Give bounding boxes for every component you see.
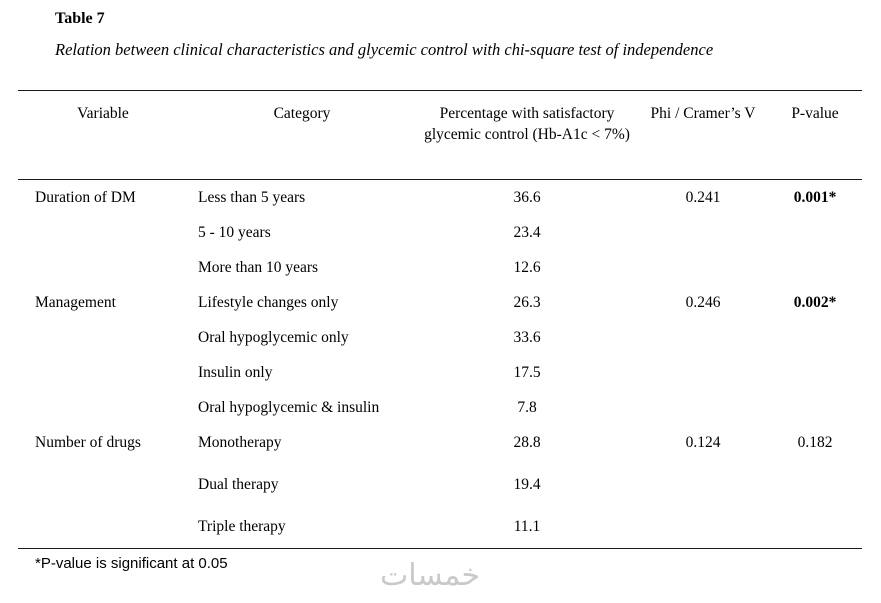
cell-p-value: 0.182: [797, 434, 833, 451]
table-subtitle: Relation between clinical characteristic…: [55, 40, 714, 59]
cell-phi: [638, 518, 768, 544]
cell-p-value: [768, 259, 862, 285]
cell-variable: [18, 259, 188, 285]
cell-phi: [638, 399, 768, 425]
header-variable: Variable: [77, 105, 129, 122]
cell-phi: [638, 329, 768, 355]
table-row: More than 10 years 12.6: [18, 250, 862, 285]
cell-percentage: 19.4: [513, 476, 541, 493]
header-percentage: Percentage with satisfactory glycemic co…: [424, 105, 630, 143]
cell-p-value: [768, 329, 862, 355]
header-category: Category: [273, 105, 331, 122]
cell-variable: Management: [35, 294, 116, 311]
cell-p-value: [768, 364, 862, 390]
cell-variable: [18, 364, 188, 390]
cell-category: Lifestyle changes only: [198, 294, 339, 311]
cell-phi: [638, 364, 768, 390]
cell-category: Oral hypoglycemic & insulin: [198, 399, 380, 416]
significance-footnote: *P-value is significant at 0.05: [35, 555, 228, 572]
cell-phi: [638, 259, 768, 285]
cell-percentage: 28.8: [513, 434, 541, 451]
table-row: Management Lifestyle changes only 26.3 0…: [18, 285, 862, 320]
cell-category: Monotherapy: [198, 434, 282, 451]
table-row: Insulin only 17.5: [18, 355, 862, 390]
table-body: Duration of DM Less than 5 years 36.6 0.…: [18, 180, 862, 549]
cell-percentage: 33.6: [513, 329, 541, 346]
cell-variable: [18, 224, 188, 250]
cell-variable: [18, 518, 188, 544]
table-row: Triple therapy 11.1: [18, 502, 862, 544]
header-phi-cramers-v: Phi / Cramer’s V: [650, 105, 756, 122]
cell-percentage: 36.6: [513, 189, 541, 206]
cell-p-value: 0.002*: [793, 294, 837, 311]
cell-category: Less than 5 years: [198, 189, 306, 206]
cell-category: Insulin only: [198, 364, 273, 381]
cell-phi: 0.241: [685, 189, 721, 206]
cell-phi: 0.124: [685, 434, 721, 451]
cell-category: Triple therapy: [198, 518, 286, 535]
cell-variable: [18, 329, 188, 355]
cell-category: 5 - 10 years: [198, 224, 271, 241]
cell-p-value: [768, 476, 862, 502]
cell-phi: 0.246: [685, 294, 721, 311]
table-row: Oral hypoglycemic & insulin 7.8: [18, 390, 862, 425]
table-row: Duration of DM Less than 5 years 36.6 0.…: [18, 180, 862, 215]
cell-variable: [18, 476, 188, 502]
table-row: 5 - 10 years 23.4: [18, 215, 862, 250]
cell-percentage: 26.3: [513, 294, 541, 311]
table-title: Table 7: [55, 10, 105, 27]
cell-phi: [638, 476, 768, 502]
table-row: Number of drugs Monotherapy 28.8 0.124 0…: [18, 425, 862, 460]
table-row: Dual therapy 19.4: [18, 460, 862, 502]
cell-percentage: 12.6: [513, 259, 541, 276]
cell-variable: Number of drugs: [35, 434, 141, 451]
cell-p-value: [768, 518, 862, 544]
table-row: Oral hypoglycemic only 33.6: [18, 320, 862, 355]
data-table: Variable Category Percentage with satisf…: [18, 90, 862, 549]
cell-phi: [638, 224, 768, 250]
header-p-value: P-value: [791, 105, 839, 122]
cell-percentage: 17.5: [513, 364, 541, 381]
cell-category: More than 10 years: [198, 259, 319, 276]
cell-percentage: 23.4: [513, 224, 541, 241]
cell-category: Dual therapy: [198, 476, 279, 493]
cell-variable: [18, 399, 188, 425]
cell-p-value: [768, 399, 862, 425]
cell-category: Oral hypoglycemic only: [198, 329, 349, 346]
table-header-row: Variable Category Percentage with satisf…: [18, 90, 862, 180]
cell-p-value: 0.001*: [793, 189, 837, 206]
cell-percentage: 11.1: [513, 518, 541, 535]
cell-p-value: [768, 224, 862, 250]
cell-variable: Duration of DM: [35, 189, 136, 206]
cell-percentage: 7.8: [517, 399, 537, 416]
